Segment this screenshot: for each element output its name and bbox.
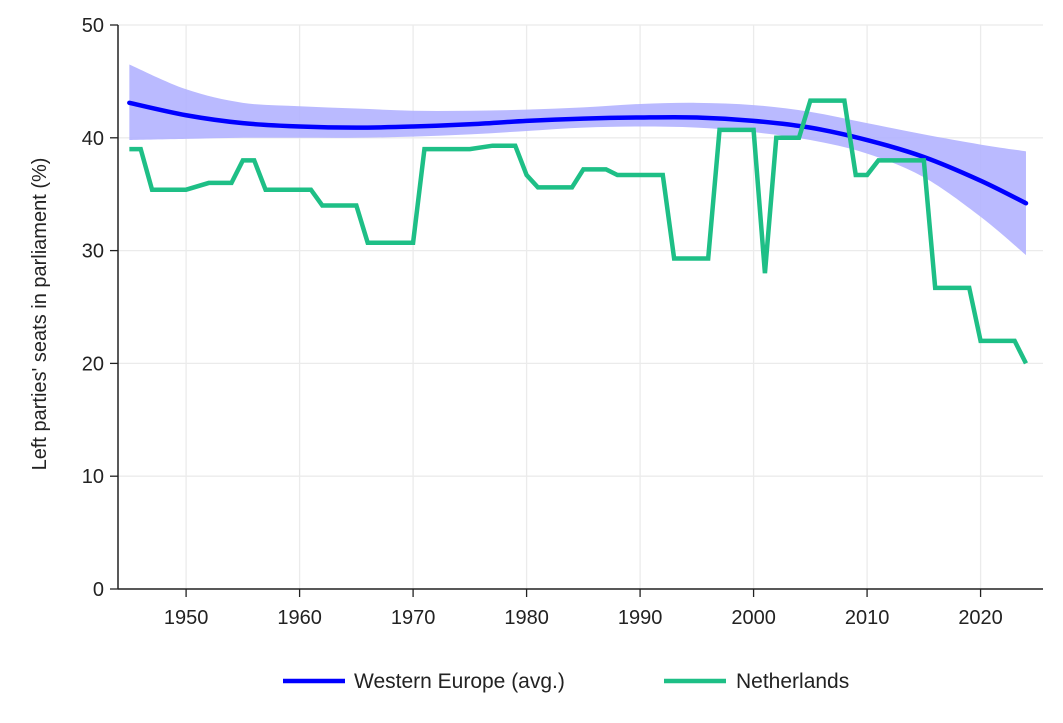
y-axis-label: Left parties' seats in parliament (%) [29, 158, 51, 471]
x-tick-label: 2010 [845, 607, 890, 629]
axes [117, 25, 1043, 590]
confidence-band [129, 64, 1026, 256]
netherlands-line [129, 98, 1028, 365]
x-tick-label: 2020 [958, 607, 1003, 629]
y-tick-label: 10 [82, 466, 104, 488]
y-tick-label: 20 [82, 353, 104, 375]
x-tick-label: 1980 [504, 607, 549, 629]
y-tick-label: 50 [82, 15, 104, 37]
y-axis-ticks: 0 10 20 30 40 50 [82, 15, 118, 601]
series-lines [127, 98, 1029, 365]
x-tick-label: 1950 [164, 607, 209, 629]
western-europe-line [127, 100, 1029, 206]
legend-label: Netherlands [736, 670, 849, 693]
x-tick-label: 1960 [277, 607, 322, 629]
confidence-bands [129, 64, 1026, 256]
y-tick-label: 0 [93, 579, 104, 601]
x-tick-label: 1990 [618, 607, 663, 629]
x-tick-label: 1970 [391, 607, 436, 629]
x-axis-ticks: 1950 1960 1970 1980 1990 2000 2010 2020 [164, 589, 1003, 629]
legend-label: Western Europe (avg.) [354, 670, 565, 693]
legend: Western Europe (avg.) Netherlands [283, 670, 849, 693]
y-tick-label: 40 [82, 128, 104, 150]
x-tick-label: 2000 [731, 607, 776, 629]
y-tick-label: 30 [82, 241, 104, 263]
